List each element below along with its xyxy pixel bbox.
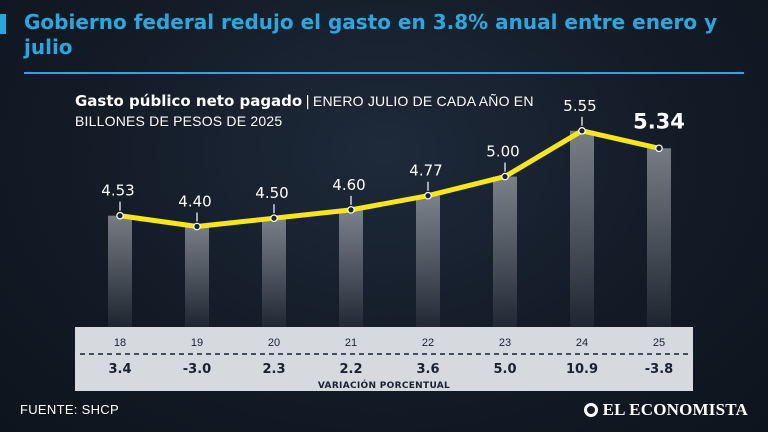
x-tick-label-23: 23 xyxy=(499,337,511,349)
x-tick-label-20: 20 xyxy=(268,337,280,349)
variation-value-23: 5.0 xyxy=(493,362,516,377)
variation-value-21: 2.2 xyxy=(339,362,362,377)
value-column-22 xyxy=(416,195,440,327)
x-tick-label-25: 25 xyxy=(653,337,665,349)
data-point-25 xyxy=(655,144,663,153)
chart-title: Gasto público neto pagado | ENERO JULIO DE… xyxy=(75,92,535,132)
chart-title-main: Gasto público neto pagado xyxy=(75,92,303,110)
data-label-19: 4.40 xyxy=(178,193,211,211)
data-label-21: 4.60 xyxy=(332,176,365,194)
variation-value-25: -3.8 xyxy=(645,362,673,377)
variation-value-22: 3.6 xyxy=(416,362,439,377)
x-tick-label-18: 18 xyxy=(114,337,126,349)
value-column-24 xyxy=(570,130,594,327)
variation-value-24: 10.9 xyxy=(566,362,598,377)
x-tick-label-19: 19 xyxy=(191,337,203,349)
chart-title-separator: | xyxy=(305,94,310,110)
data-point-22 xyxy=(424,191,432,200)
source-note: FUENTE: SHCP xyxy=(20,402,119,417)
data-label-18: 4.53 xyxy=(101,182,134,200)
data-point-21 xyxy=(347,206,355,214)
data-label-20: 4.50 xyxy=(255,184,288,202)
data-point-23 xyxy=(501,172,509,181)
x-axis-band xyxy=(75,327,693,391)
headline-rule xyxy=(24,72,744,74)
value-column-19 xyxy=(185,226,209,327)
value-column-23 xyxy=(493,176,517,327)
data-label-24: 5.55 xyxy=(563,97,596,115)
x-tick-label-24: 24 xyxy=(576,337,588,349)
data-point-19 xyxy=(193,222,201,231)
value-column-25 xyxy=(647,148,671,327)
data-point-18 xyxy=(116,211,124,220)
logo-circle-icon xyxy=(583,403,598,417)
value-column-21 xyxy=(339,209,363,327)
el-economista-logo: EL ECONOMISTA xyxy=(583,400,748,420)
logo-text: EL ECONOMISTA xyxy=(602,400,748,419)
series-line xyxy=(117,128,662,230)
data-label-25: 5.34 xyxy=(633,109,685,133)
data-point-20 xyxy=(270,214,278,222)
headline-accent-bar xyxy=(0,14,6,34)
x-tick-label-21: 21 xyxy=(345,337,357,349)
value-column-20 xyxy=(262,218,286,327)
data-label-23: 5.00 xyxy=(486,143,519,161)
headline: Gobierno federal redujo el gasto en 3.8%… xyxy=(24,10,718,59)
variation-value-18: 3.4 xyxy=(108,362,131,377)
x-tick-label-22: 22 xyxy=(422,337,434,349)
chart-subtitle: ENERO JULIO DE CADA AÑO EN BILLONES DE P… xyxy=(75,93,534,129)
variation-value-20: 2.3 xyxy=(262,362,285,377)
data-point-24 xyxy=(578,127,586,135)
data-label-22: 4.77 xyxy=(409,162,442,180)
variation-label: VARIACIÓN PORCENTUAL xyxy=(318,379,450,391)
value-column-18 xyxy=(108,215,132,327)
variation-value-19: -3.0 xyxy=(183,362,211,377)
